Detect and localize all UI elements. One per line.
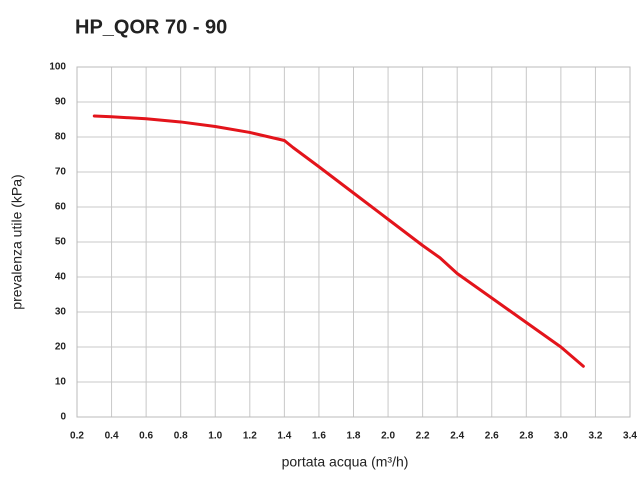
y-axis-label: prevalenza utile (kPa) bbox=[9, 174, 25, 309]
x-tick-label: 2.2 bbox=[416, 431, 430, 442]
data-line bbox=[92, 114, 585, 368]
x-axis-label: portata acqua (m³/h) bbox=[282, 454, 409, 470]
y-tick-label: 50 bbox=[55, 237, 67, 248]
y-tick-label: 80 bbox=[55, 132, 67, 143]
x-tick-label: 2.4 bbox=[450, 431, 464, 442]
x-tick-label: 1.0 bbox=[208, 431, 222, 442]
y-tick-label: 40 bbox=[55, 272, 67, 283]
x-tick-label: 1.8 bbox=[347, 431, 361, 442]
x-tick-label: 3.2 bbox=[588, 431, 602, 442]
y-tick-label: 100 bbox=[49, 62, 66, 73]
y-tick-label: 0 bbox=[60, 412, 66, 423]
plot-frame bbox=[76, 66, 631, 418]
y-tick-label: 70 bbox=[55, 167, 67, 178]
y-tick-label: 10 bbox=[55, 377, 67, 388]
y-tick-label: 90 bbox=[55, 97, 67, 108]
y-tick-label: 30 bbox=[55, 307, 67, 318]
chart-title: HP_QOR 70 - 90 bbox=[75, 16, 227, 38]
x-tick-label: 1.4 bbox=[277, 431, 291, 442]
x-tick-label: 0.2 bbox=[70, 431, 84, 442]
x-tick-label: 2.0 bbox=[381, 431, 395, 442]
y-tick-label: 60 bbox=[55, 202, 67, 213]
x-tick-label: 3.4 bbox=[623, 431, 637, 442]
x-tick-label: 2.8 bbox=[519, 431, 533, 442]
y-tick-label: 20 bbox=[55, 342, 67, 353]
x-tick-label: 0.8 bbox=[174, 431, 188, 442]
x-tick-label: 1.2 bbox=[243, 431, 257, 442]
x-tick-label: 0.6 bbox=[139, 431, 153, 442]
x-tick-label: 0.4 bbox=[105, 431, 119, 442]
x-tick-label: 3.0 bbox=[554, 431, 568, 442]
x-tick-label: 2.6 bbox=[485, 431, 499, 442]
x-tick-label: 1.6 bbox=[312, 431, 326, 442]
